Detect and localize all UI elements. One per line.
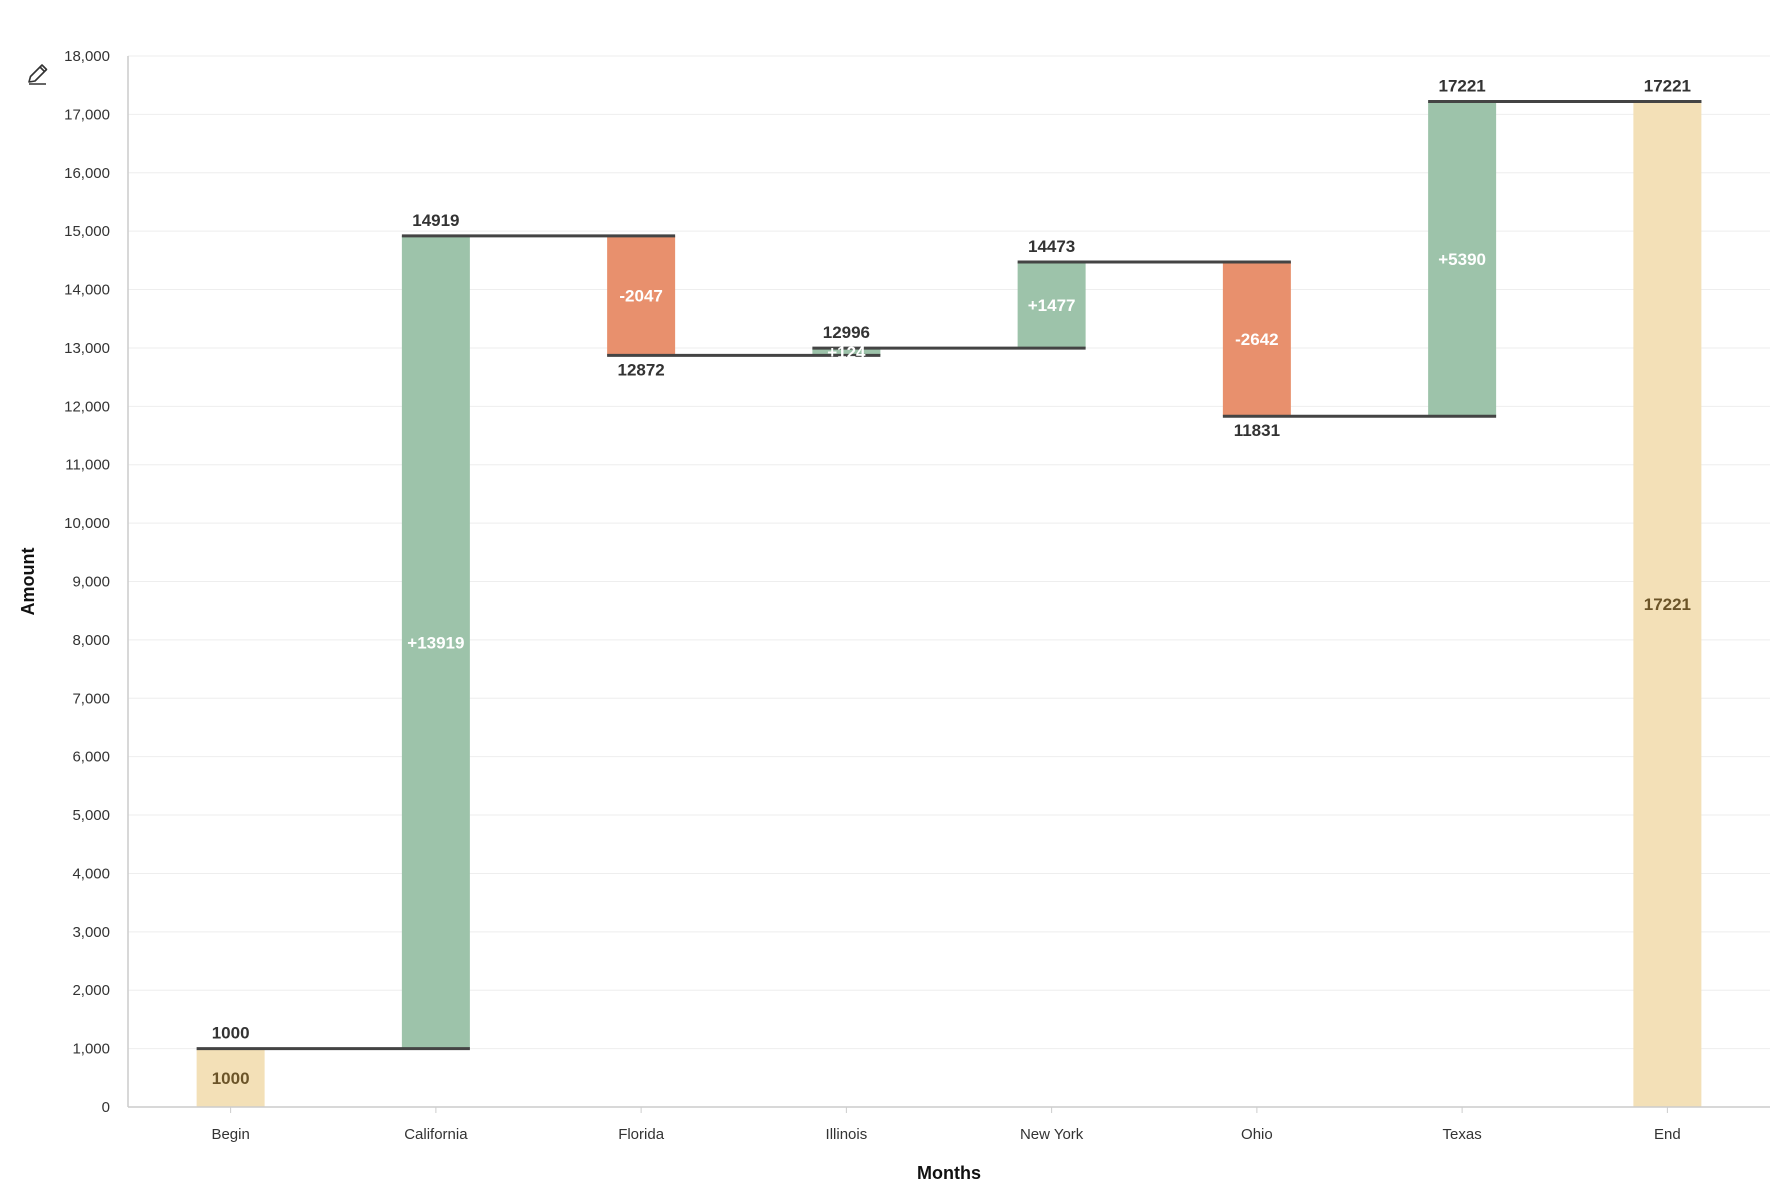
bar-change-label: 1000 <box>212 1069 250 1088</box>
y-tick-label: 17,000 <box>64 106 110 123</box>
y-tick-label: 8,000 <box>72 632 110 649</box>
bar-total-label: 11831 <box>1234 421 1280 440</box>
bar-begin[interactable] <box>196 1048 265 1107</box>
y-tick-label: 6,000 <box>72 749 110 766</box>
y-tick-label: 0 <box>102 1099 110 1116</box>
y-tick-label: 11,000 <box>65 457 110 474</box>
y-tick-label: 12,000 <box>64 398 110 415</box>
connector-layer <box>196 99 1702 1051</box>
y-tick-label: 13,000 <box>64 340 110 357</box>
x-tick-label: Ohio <box>1241 1126 1273 1143</box>
y-tick-label: 4,000 <box>72 865 110 882</box>
bar-change-label: +1477 <box>1028 296 1076 315</box>
y-tick-label: 3,000 <box>72 924 110 941</box>
bar-change-label: +13919 <box>407 633 464 652</box>
bar-illinois[interactable] <box>812 348 881 356</box>
bar-ohio[interactable] <box>1222 261 1291 417</box>
y-tick-label: 16,000 <box>64 165 110 182</box>
y-axis-title: Amount <box>18 548 38 616</box>
bar-total-label: 1000 <box>212 1024 250 1043</box>
y-tick-label: 2,000 <box>72 982 110 999</box>
y-tick-label: 18,000 <box>64 48 110 65</box>
bar-total-label: 12996 <box>823 323 870 342</box>
bar-total-label: 14473 <box>1028 237 1075 256</box>
x-tick-label: Texas <box>1443 1126 1482 1143</box>
bar-california[interactable] <box>401 235 470 1049</box>
bar-layer <box>196 101 1702 1108</box>
bar-end[interactable] <box>1633 101 1702 1108</box>
y-tick-label: 1,000 <box>72 1041 110 1058</box>
axis-layer: 0 1,000 2,000 3,000 4,000 5,000 6,000 7,000 8,00… <box>64 48 1770 1143</box>
grid-layer <box>128 55 1770 1050</box>
bar-total-label: 17221 <box>1644 76 1691 95</box>
x-tick-label: End <box>1654 1126 1681 1143</box>
bar-change-label: -2642 <box>1235 330 1278 349</box>
x-tick-label: California <box>404 1126 468 1143</box>
y-tick-label: 10,000 <box>64 515 110 532</box>
pencil-icon <box>28 64 48 85</box>
bar-total-label: 12872 <box>617 360 664 379</box>
bar-change-label: -2047 <box>619 287 662 306</box>
bar-new-york[interactable] <box>1017 261 1086 349</box>
x-axis-title: Months <box>917 1163 981 1183</box>
bar-texas[interactable] <box>1428 101 1497 417</box>
x-tick-label: New York <box>1020 1126 1084 1143</box>
y-tick-label: 7,000 <box>72 690 110 707</box>
y-tick-label: 14,000 <box>64 282 110 299</box>
y-tick-label: 15,000 <box>64 223 110 240</box>
y-tick-label: 9,000 <box>72 574 110 591</box>
bar-total-label: 17221 <box>1438 76 1485 95</box>
edit-chart-button[interactable] <box>24 60 52 88</box>
x-tick-label: Illinois <box>826 1126 868 1143</box>
x-tick-label: Begin <box>211 1126 249 1143</box>
bar-change-label: +5390 <box>1438 250 1486 269</box>
y-tick-label: 5,000 <box>72 807 110 824</box>
bar-change-label: +124 <box>827 343 866 362</box>
bar-total-label: 14919 <box>412 211 459 230</box>
x-tick-label: Florida <box>618 1126 665 1143</box>
bar-florida[interactable] <box>607 235 676 356</box>
bar-change-label: 17221 <box>1644 595 1691 614</box>
